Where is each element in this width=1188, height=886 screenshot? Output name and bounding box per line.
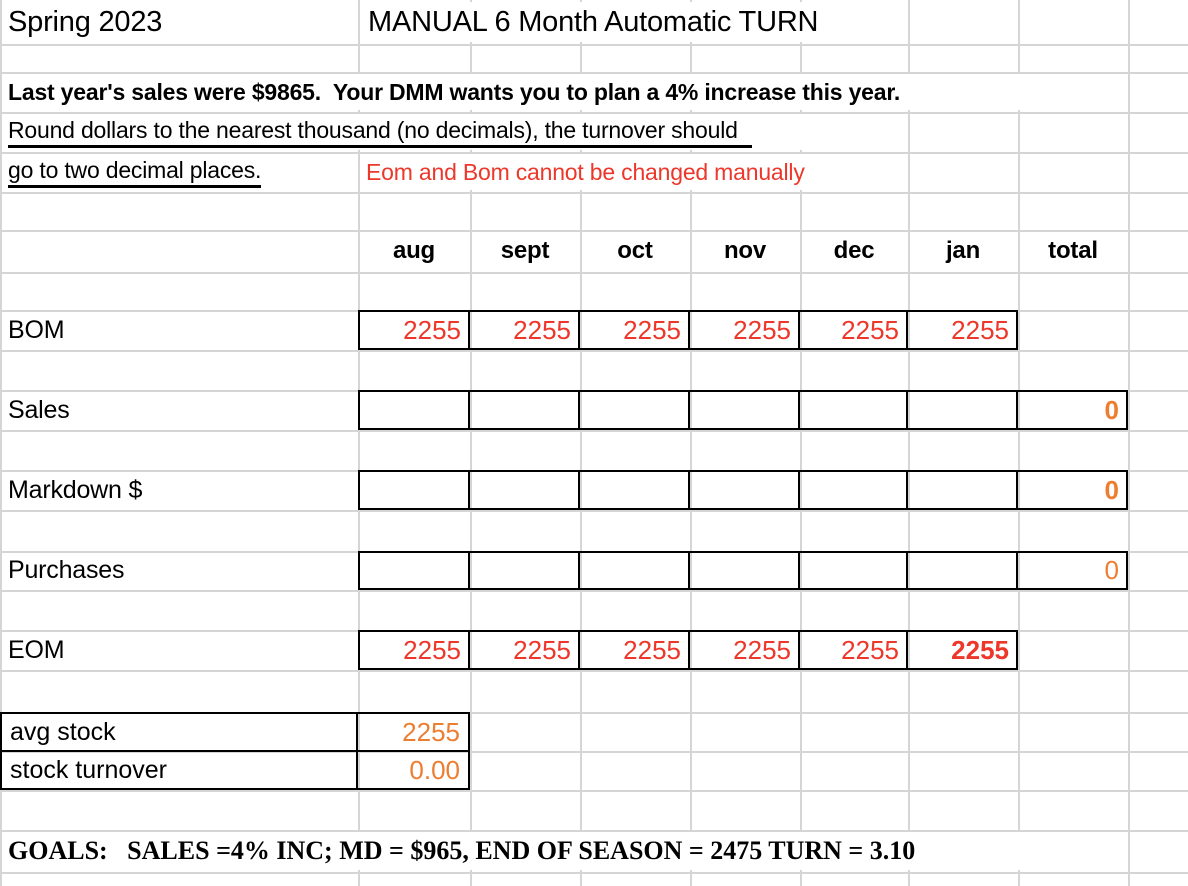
gridline-h [0,430,1188,432]
row-label-avg-stock[interactable]: avg stock [2,714,358,750]
column-header-aug[interactable]: aug [392,237,436,264]
cell-eom-jan[interactable]: 2255 [951,634,1009,665]
cell-sales-dec[interactable] [800,392,908,428]
cell-season[interactable]: Spring 2023 [8,5,163,38]
column-header-dec[interactable]: dec [833,237,875,264]
instruction-line2-text: Round dollars to the nearest thousand (n… [8,117,752,148]
cell-sales-nov[interactable] [690,392,800,428]
cell-purchases-nov[interactable] [690,553,800,588]
row-label-eom[interactable]: EOM [8,635,65,664]
gridline-h [0,590,1188,592]
gridline-h [0,872,1188,874]
column-header-nov[interactable]: nov [723,237,767,264]
gridline-v [908,0,910,886]
cell-markdown-jan[interactable] [908,472,1018,508]
row-label-purchases[interactable]: Purchases [8,556,125,584]
cell-markdown-nov[interactable] [690,472,800,508]
markdown-cells: 0 [358,470,1128,510]
gridline-v [0,0,2,886]
cell-eom-oct[interactable]: 2255 [580,632,690,668]
cell-purchases-dec[interactable] [800,553,908,588]
cell-bom-jan[interactable]: 2255 [951,314,1009,345]
cell-sales-jan[interactable] [908,392,1018,428]
cell-bom-nov[interactable]: 2255 [690,312,800,348]
row-label-markdown[interactable]: Markdown $ [8,475,143,504]
sales-cells: 0 [358,390,1128,430]
cell-avg-stock-value[interactable]: 2255 [402,716,460,747]
cell-eom-aug[interactable]: 2255 [360,632,470,668]
gridline-h [0,712,1188,714]
gridline-h [0,751,1188,753]
overflow-plate [2,832,1126,870]
gridline-h [0,272,1188,274]
row-label-stock-turnover[interactable]: stock turnover [2,752,358,788]
cell-sales-aug[interactable] [360,392,470,428]
cell-bom-aug[interactable]: 2255 [360,312,470,348]
gridline-h [0,152,1188,154]
gridline-v [470,0,472,886]
cell-purchases-sept[interactable] [470,553,580,588]
instruction-line3-text: go to two decimal places. [8,157,261,188]
cell-bom-oct[interactable]: 2255 [580,312,690,348]
stock-turnover-row: stock turnover 0.00 [2,752,468,788]
cell-purchases-total[interactable]: 0 [1104,555,1119,585]
avg-stock-block: avg stock 2255 stock turnover 0.00 [0,712,470,790]
cell-purchases-oct[interactable] [580,553,690,588]
cell-markdown-total[interactable]: 0 [1104,474,1119,505]
cell-markdown-dec[interactable] [800,472,908,508]
overflow-plate [360,2,906,42]
gridline-h [0,350,1188,352]
column-header-total[interactable]: total [1048,237,1098,264]
cell-sales-oct[interactable] [580,392,690,428]
overflow-plate [2,74,1126,110]
cell-purchases-aug[interactable] [360,553,470,588]
gridline-h [0,192,1188,194]
gridline-v [358,0,360,886]
bom-cells: 2255 2255 2255 2255 2255 2255 [358,310,1018,350]
column-header-oct[interactable]: oct [617,237,653,264]
gridline-h [0,510,1188,512]
overflow-plate [360,154,906,190]
gridline-v [800,0,802,886]
cell-goals[interactable]: GOALS: SALES =4% INC; MD = $965, END OF … [8,836,916,865]
gridline-h [0,44,1188,46]
cell-markdown-sept[interactable] [470,472,580,508]
gridline-h [0,72,1188,74]
row-label-sales[interactable]: Sales [8,395,70,424]
cell-stock-turnover-value[interactable]: 0.00 [409,754,460,785]
cell-eom-nov[interactable]: 2255 [690,632,800,668]
column-header-sept[interactable]: sept [500,237,550,264]
cell-markdown-oct[interactable] [580,472,690,508]
gridline-h [0,830,1188,832]
cell-eom-dec[interactable]: 2255 [800,632,908,668]
overflow-plate [2,114,906,150]
cell-sales-total[interactable]: 0 [1104,394,1119,425]
cell-instruction-line2[interactable]: Round dollars to the nearest thousand (n… [8,112,752,152]
cell-sheet-title[interactable]: MANUAL 6 Month Automatic TURN [368,5,819,38]
purchases-cells: 0 [358,551,1128,590]
gridline-h [0,112,1188,114]
cell-bom-dec[interactable]: 2255 [800,312,908,348]
gridline-h [0,230,1188,232]
gridline-h [0,670,1188,672]
cell-warning[interactable]: Eom and Bom cannot be changed manually [366,158,805,185]
avg-stock-row: avg stock 2255 [2,714,468,752]
eom-cells: 2255 2255 2255 2255 2255 2255 [358,630,1018,670]
cell-eom-sept[interactable]: 2255 [470,632,580,668]
cell-purchases-jan[interactable] [908,553,1018,588]
column-header-jan[interactable]: jan [945,237,981,264]
cell-bom-sept[interactable]: 2255 [470,312,580,348]
gridline-v [1018,0,1020,886]
gridline-h [0,790,1188,792]
gridline-v [1128,0,1130,886]
cell-instruction-line1[interactable]: Last year's sales were $9865. Your DMM w… [8,78,901,105]
row-label-bom[interactable]: BOM [8,315,65,344]
gridline-v [580,0,582,886]
cell-instruction-line3[interactable]: go to two decimal places. [8,152,261,192]
cell-sales-sept[interactable] [470,392,580,428]
cell-markdown-aug[interactable] [360,472,470,508]
gridline-v [690,0,692,886]
